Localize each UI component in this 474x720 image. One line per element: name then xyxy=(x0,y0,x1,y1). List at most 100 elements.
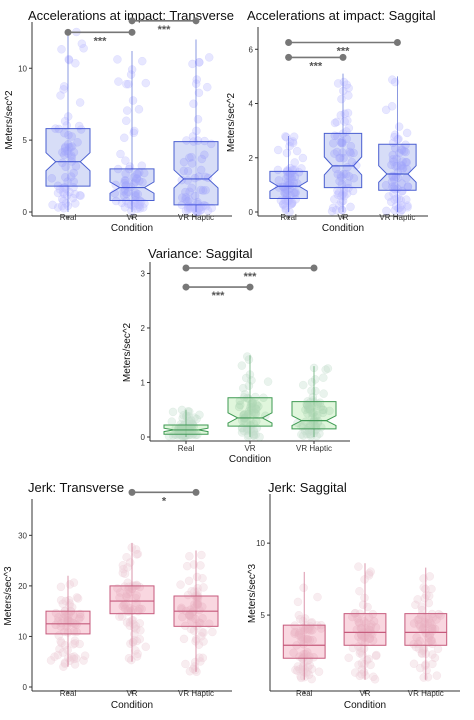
data-point xyxy=(291,195,300,204)
significance-label: *** xyxy=(244,271,258,283)
data-point xyxy=(132,636,142,646)
data-points xyxy=(289,583,326,684)
data-point xyxy=(174,429,183,438)
data-point xyxy=(369,672,378,682)
data-point xyxy=(70,619,80,629)
data-point xyxy=(138,203,148,212)
data-point xyxy=(305,429,314,439)
data-point xyxy=(391,162,400,171)
data-point xyxy=(192,591,201,600)
data-point xyxy=(120,185,130,194)
data-point xyxy=(193,600,203,609)
data-points xyxy=(327,77,361,216)
data-point xyxy=(402,158,411,167)
data-point xyxy=(402,195,411,204)
data-point xyxy=(124,582,134,591)
data-point xyxy=(195,605,204,615)
data-point xyxy=(290,629,299,638)
data-point xyxy=(133,549,143,559)
data-point xyxy=(430,653,440,663)
data-point xyxy=(61,173,70,182)
data-point xyxy=(177,200,187,210)
data-point xyxy=(339,153,348,163)
data-point xyxy=(436,611,445,620)
data-point xyxy=(185,203,195,212)
data-point xyxy=(354,617,363,627)
data-point xyxy=(304,427,314,436)
data-point xyxy=(131,624,141,634)
data-point xyxy=(313,418,323,428)
data-point xyxy=(244,355,254,364)
data-point xyxy=(421,660,430,669)
data-point xyxy=(343,108,353,118)
data-point xyxy=(285,169,295,178)
data-point xyxy=(127,584,137,594)
data-point xyxy=(128,605,138,614)
data-point xyxy=(361,624,370,633)
data-point xyxy=(177,424,186,434)
box-body xyxy=(282,624,326,659)
data-point xyxy=(198,653,208,663)
data-point xyxy=(355,609,365,619)
data-point xyxy=(420,625,430,635)
data-point xyxy=(79,656,88,665)
data-point xyxy=(193,600,202,610)
data-point xyxy=(183,423,192,433)
data-point xyxy=(246,403,255,412)
data-point xyxy=(201,185,210,195)
data-point xyxy=(303,625,313,634)
data-point xyxy=(60,147,70,156)
data-point xyxy=(245,425,254,435)
data-point xyxy=(61,162,70,172)
data-point xyxy=(293,597,303,607)
data-point xyxy=(303,635,312,644)
significance-label: *** xyxy=(158,24,172,36)
significance-bracket: *** xyxy=(64,28,136,47)
data-point xyxy=(369,617,379,626)
data-point xyxy=(137,161,147,170)
data-point xyxy=(120,203,130,212)
data-point xyxy=(338,196,348,206)
data-point xyxy=(131,199,140,208)
data-point xyxy=(119,187,128,196)
data-point xyxy=(366,626,375,635)
data-point xyxy=(419,673,428,682)
data-point xyxy=(273,145,283,155)
data-point xyxy=(174,424,184,433)
data-point xyxy=(299,649,308,659)
data-point xyxy=(401,140,410,149)
data-point xyxy=(59,196,68,206)
data-point xyxy=(56,637,65,646)
data-point xyxy=(186,624,196,634)
data-point xyxy=(425,630,434,639)
data-point xyxy=(289,188,299,198)
data-point xyxy=(170,430,179,439)
data-point xyxy=(330,149,339,158)
data-point xyxy=(190,662,199,671)
data-point xyxy=(342,134,352,144)
data-point xyxy=(286,163,295,173)
data-point xyxy=(387,160,396,170)
data-point xyxy=(300,625,310,634)
data-point xyxy=(128,637,138,647)
data-point xyxy=(191,665,200,675)
data-point xyxy=(126,588,135,597)
data-point xyxy=(289,648,298,658)
data-point xyxy=(315,429,324,438)
data-point xyxy=(133,189,143,199)
data-point xyxy=(182,430,192,440)
data-point xyxy=(309,398,319,407)
significance-label: *** xyxy=(309,60,323,72)
data-point xyxy=(65,187,74,197)
data-point xyxy=(183,203,193,212)
data-point xyxy=(285,141,294,151)
data-point xyxy=(60,143,70,153)
data-point xyxy=(310,426,320,435)
data-point xyxy=(282,174,291,183)
significance-label: *** xyxy=(337,45,351,57)
data-point xyxy=(60,128,69,138)
data-point xyxy=(195,618,204,627)
data-point xyxy=(296,627,305,636)
data-point xyxy=(308,413,317,422)
data-point xyxy=(301,417,310,427)
